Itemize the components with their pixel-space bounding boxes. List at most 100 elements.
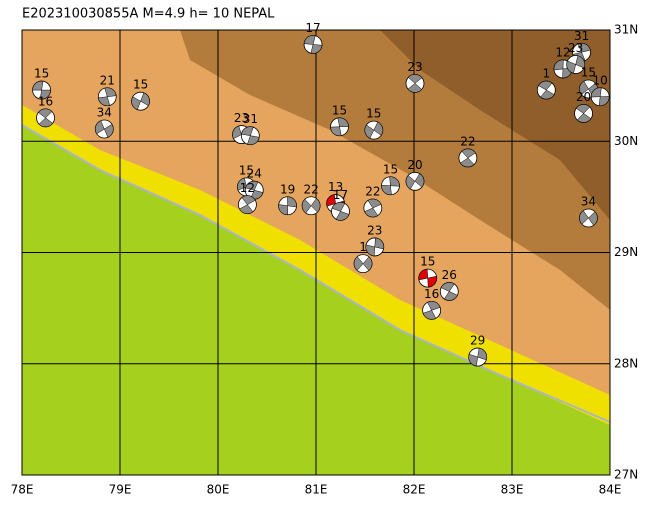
compression-quadrant — [353, 256, 364, 271]
depth-label: 20 — [407, 158, 422, 172]
compression-quadrant — [407, 83, 423, 93]
x-tick-label: 79E — [109, 483, 132, 497]
x-tick-label: 83E — [501, 483, 524, 497]
focal-mechanism — [244, 180, 264, 200]
compression-quadrant — [287, 196, 297, 208]
depth-label: 22 — [460, 134, 475, 148]
compression-quadrant — [337, 117, 349, 128]
compression-quadrant — [414, 173, 425, 188]
compression-quadrant — [381, 185, 392, 195]
focal-mechanism — [303, 35, 323, 54]
focal-mechanism — [405, 74, 425, 93]
compression-quadrant — [389, 176, 400, 187]
focal-mechanism — [439, 282, 459, 301]
focal-mechanism — [381, 176, 400, 196]
focal-mechanism — [363, 198, 383, 218]
x-tick-label: 84E — [599, 483, 622, 497]
x-tick-label: 81E — [305, 483, 328, 497]
y-tick-label: 28N — [614, 356, 638, 370]
compression-quadrant — [362, 256, 373, 271]
border-line — [21, 124, 611, 423]
depth-label: 31 — [574, 29, 589, 43]
depth-label: 1 — [542, 67, 550, 81]
compression-quadrant — [598, 96, 610, 106]
focal-mechanism — [574, 104, 593, 123]
compression-quadrant — [566, 60, 576, 74]
compression-quadrant — [460, 157, 475, 168]
compression-quadrant — [443, 291, 458, 301]
focal-mechanism — [330, 117, 349, 137]
depth-label: 34 — [97, 106, 112, 120]
depth-label: 17 — [333, 188, 348, 202]
compression-quadrant — [303, 35, 316, 45]
focal-mechanism — [278, 196, 297, 216]
depth-label: 23 — [407, 60, 422, 74]
depth-label: 15 — [332, 103, 347, 117]
depth-label: 13 — [328, 180, 343, 194]
focal-mechanism — [468, 347, 488, 367]
compression-quadrant — [579, 80, 589, 95]
depth-label: 29 — [470, 334, 485, 348]
depth-label: 23 — [367, 223, 382, 237]
compression-quadrant — [104, 123, 114, 138]
compression-quadrant — [577, 43, 591, 53]
depth-label: 21 — [100, 73, 115, 87]
focal-mechanism — [422, 300, 442, 320]
depth-label: 31 — [243, 112, 258, 126]
focal-mechanism — [365, 237, 385, 257]
compression-quadrant — [590, 87, 602, 98]
compression-quadrant — [477, 347, 487, 361]
compression-quadrant — [579, 210, 589, 225]
focal-mechanism — [405, 171, 425, 191]
compression-quadrant — [140, 92, 150, 107]
compression-quadrant — [553, 59, 564, 71]
x-tick-label: 82E — [403, 483, 426, 497]
compression-quadrant — [440, 282, 455, 292]
compression-quadrant — [422, 310, 437, 320]
compression-quadrant — [427, 275, 437, 288]
focal-mechanism — [237, 195, 257, 215]
focal-mechanism — [536, 80, 556, 100]
depth-label: 15 — [366, 107, 381, 121]
compression-quadrant — [373, 121, 384, 136]
focal-mechanism — [32, 80, 51, 100]
compression-quadrant — [247, 135, 260, 145]
compression-quadrant — [38, 117, 54, 128]
compression-quadrant — [278, 204, 288, 216]
depth-label: 1 — [359, 240, 367, 254]
compression-quadrant — [576, 113, 592, 123]
compression-quadrant — [468, 353, 478, 367]
depth-label: 12 — [240, 181, 255, 195]
compression-quadrant — [245, 180, 259, 191]
compression-quadrant — [237, 177, 247, 191]
compression-quadrant — [405, 175, 416, 190]
y-tick-label: 27N — [614, 468, 638, 482]
compression-quadrant — [364, 124, 375, 139]
compression-quadrant — [98, 96, 111, 106]
compression-quadrant — [588, 211, 598, 226]
focal-mechanism — [364, 120, 384, 140]
compression-quadrant — [104, 87, 117, 98]
terrain-high — [380, 30, 610, 220]
depth-label: 24 — [247, 167, 262, 181]
focal-mechanism — [97, 87, 117, 107]
compression-quadrant — [461, 148, 476, 159]
compression-quadrant — [39, 89, 51, 100]
compression-quadrant — [427, 301, 441, 311]
focal-mechanism — [418, 268, 438, 288]
compression-quadrant — [407, 74, 423, 84]
depth-label: 20 — [576, 90, 591, 104]
compression-quadrant — [37, 108, 53, 119]
depth-label: 15 — [420, 255, 435, 269]
depth-label: 34 — [581, 195, 596, 209]
focal-mechanism — [590, 87, 610, 107]
depth-label: 15 — [34, 67, 49, 81]
y-tick-label: 29N — [614, 245, 638, 259]
map-frame — [21, 29, 611, 476]
compression-quadrant — [241, 195, 256, 205]
depth-label: 16 — [38, 94, 53, 108]
compression-quadrant — [241, 126, 254, 136]
focal-mechanism — [458, 148, 478, 168]
